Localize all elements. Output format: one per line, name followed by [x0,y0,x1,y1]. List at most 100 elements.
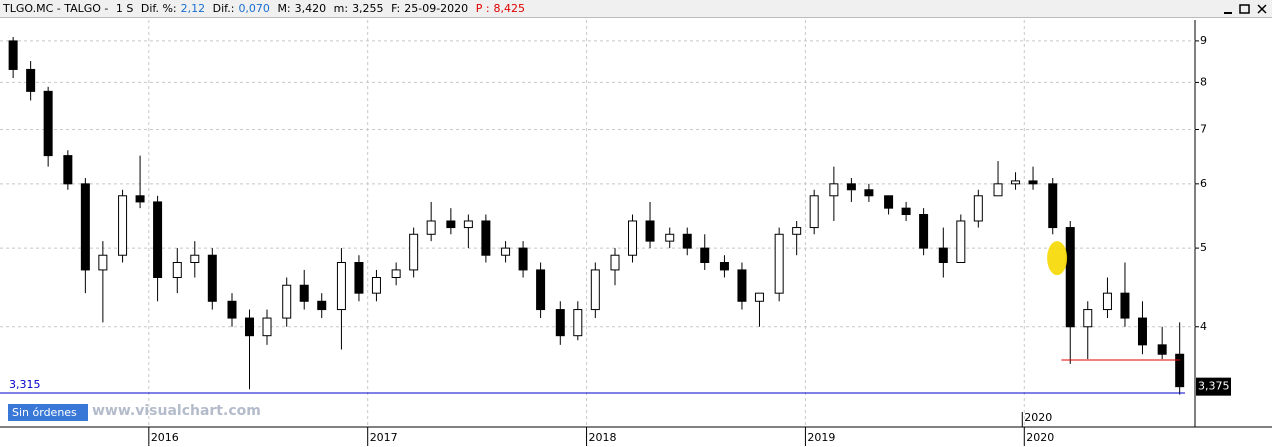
label: Dif. %: [140,2,177,15]
candle-body [153,201,163,278]
value: 3,420 [294,2,327,15]
candle-body [190,254,200,263]
window-controls[interactable] [1222,3,1270,15]
candle-body [665,233,675,242]
candle-body [299,284,309,302]
price-tag-label: 3,375 [1198,380,1230,393]
candle-body [481,220,491,256]
candle-body [518,247,528,271]
label: F: [391,2,401,15]
candle-body [501,247,511,256]
candle-body [80,183,90,271]
price-tag [1196,377,1231,396]
candle-body [682,233,692,249]
candle-body [1011,180,1021,185]
candle-body [118,195,128,256]
orders-button[interactable]: Sin órdenes [12,406,77,419]
candle-body [774,233,784,294]
candle-body [391,269,401,278]
value: 0,070 [238,2,270,15]
support-label: 3,315 [9,378,41,391]
candle-body [1028,180,1038,185]
value: 2,12 [180,2,206,15]
y-tick-label: 6 [1200,177,1207,190]
candle-body [1175,353,1185,388]
candle-body [645,220,655,242]
period-marker-label: 2020 [1024,411,1052,424]
candle-body [628,220,638,256]
candle-body [555,309,565,337]
candle-body [336,261,346,311]
candle-body [317,300,327,311]
candle-body [536,269,546,311]
candle-body [829,183,839,197]
x-tick-label: 2018 [589,431,617,444]
orders-button-bg[interactable] [8,404,88,421]
candle-body [371,276,381,294]
candle-body [754,292,764,302]
candle-body [956,220,966,263]
header-bar: TLGO.MC - TALGO - 1 S Dif. %: 2,12 Dif.: 0… [0,0,1272,18]
candle-body [864,189,874,197]
candle-body [354,261,364,294]
highlight-circle [1047,241,1068,276]
candle-body [1083,309,1093,328]
candle-body [901,207,911,216]
candle-body [737,269,747,302]
candle-body [409,233,419,271]
x-tick-label: 2016 [151,431,179,444]
candle-body [993,183,1003,197]
x-tick-label: 2017 [370,431,398,444]
label: m: [333,2,349,15]
value: 25-09-2020 [404,2,469,15]
candle-body [846,183,856,191]
candle-body [207,254,217,302]
candle-body [590,269,600,311]
y-tick-label: 5 [1200,241,1207,254]
candle-body [43,90,53,157]
x-tick-label: 2019 [807,431,835,444]
candle-body [426,220,436,235]
candle-body [463,220,473,229]
symbol: TLGO.MC - TALGO - [3,2,109,15]
candle-body [792,227,802,235]
candle-body [63,155,73,185]
candle-body [573,309,583,337]
candle-body [8,40,18,70]
label: M: [277,2,291,15]
candle-body [98,254,108,271]
candle-body [262,317,272,337]
candle-body [135,195,145,203]
candle-body [227,300,237,319]
label: P : [475,2,490,15]
period: 1 S [115,2,134,15]
candle-body [1137,317,1147,346]
candle-body [610,254,620,271]
candle-body [719,261,729,271]
candle-body [1102,292,1112,311]
candle-body [938,247,948,263]
candle-body [446,220,456,229]
candle-body [282,284,292,319]
label: Dif.: [212,2,235,15]
value: 8,425 [493,2,526,15]
candle-body [809,195,819,229]
y-tick-label: 7 [1200,122,1207,135]
candle-body [1048,183,1058,229]
watermark: www.visualchart.com [92,403,261,419]
y-tick-label: 4 [1200,320,1207,333]
candle-body [1157,344,1167,355]
y-tick-label: 9 [1200,34,1207,47]
x-tick-label: 2020 [1026,431,1054,444]
candle-body [700,247,710,263]
candle-body [884,195,894,209]
candle-body [245,317,255,337]
candle-body [973,195,983,222]
candle-body [919,214,929,249]
y-tick-label: 8 [1200,75,1207,88]
candle-body [172,261,182,278]
value: 3,255 [352,2,384,15]
candle-body [1120,292,1130,319]
